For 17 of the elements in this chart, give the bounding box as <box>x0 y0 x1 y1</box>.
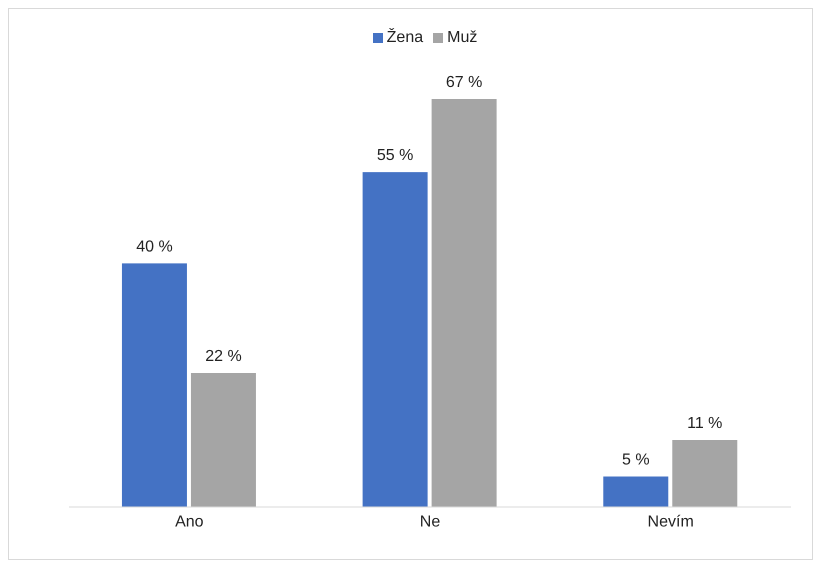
x-tick-label: Ne <box>420 513 440 530</box>
bar <box>122 263 187 507</box>
legend-label: Muž <box>447 29 478 46</box>
data-label: 22 % <box>205 348 242 366</box>
data-label: 11 % <box>687 415 722 432</box>
data-label: 55 % <box>376 147 414 164</box>
data-label: 5 % <box>622 452 650 469</box>
data-label: 67 % <box>446 74 482 91</box>
bar <box>362 172 428 507</box>
x-tick-label: Nevím <box>648 513 694 530</box>
bar <box>672 440 738 507</box>
bar <box>190 373 256 507</box>
data-label: 40 % <box>136 238 173 256</box>
bar <box>432 99 497 507</box>
x-tick-label: Ano <box>175 513 204 530</box>
bar <box>603 476 668 507</box>
legend-label: Žena <box>386 29 424 46</box>
